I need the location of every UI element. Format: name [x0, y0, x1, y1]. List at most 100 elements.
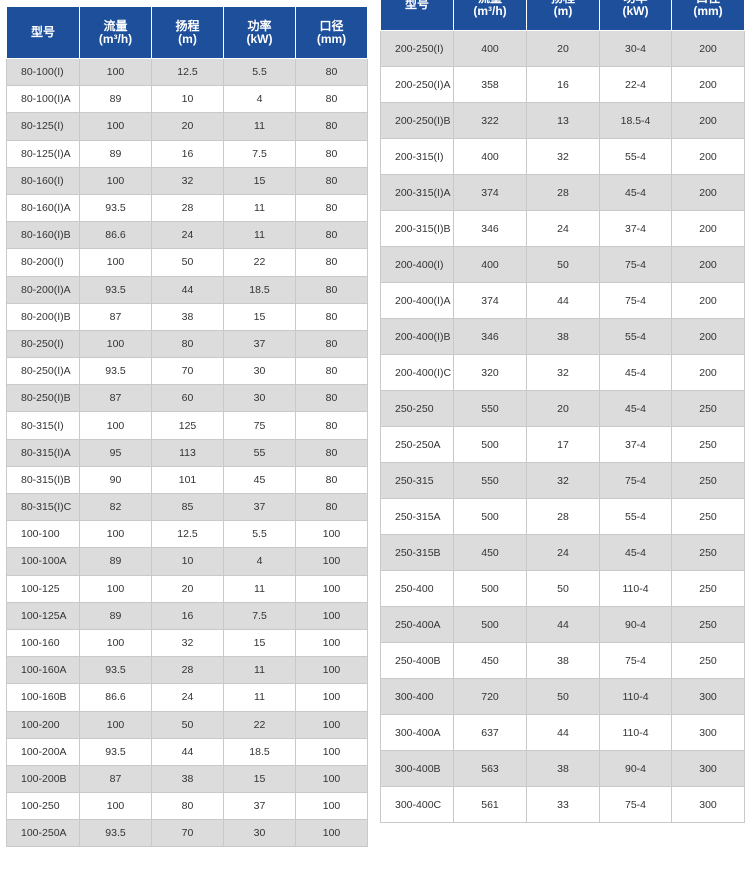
value-cell: 250 [671, 570, 745, 607]
value-cell: 100 [79, 248, 152, 277]
value-cell: 80 [295, 221, 368, 250]
table-row: 200-250(I) 400 20 30-4 200 [380, 30, 745, 67]
value-cell: 44 [526, 606, 600, 643]
value-cell: 500 [453, 570, 527, 607]
table-row: 200-400(I)A 374 44 75-4 200 [380, 282, 745, 319]
table-row: 80-200(I)B 87 38 15 80 [6, 302, 368, 331]
value-cell: 37 [223, 792, 296, 821]
value-cell: 100 [79, 411, 152, 440]
model-cell: 100-160A [6, 656, 80, 685]
column-header: 型号 [380, 0, 454, 31]
value-cell: 20 [526, 30, 600, 67]
value-cell: 16 [151, 601, 224, 630]
value-cell: 87 [79, 302, 152, 331]
value-cell: 55-4 [599, 498, 672, 535]
value-cell: 10 [151, 85, 224, 114]
table-row: 100-160A 93.5 28 11 100 [6, 656, 368, 685]
value-cell: 250 [671, 534, 745, 571]
value-cell: 100 [295, 601, 368, 630]
value-cell: 15 [223, 628, 296, 658]
value-cell: 100 [295, 520, 368, 549]
value-cell: 80 [151, 329, 224, 359]
column-header: 流量 (m³/h) [79, 6, 152, 59]
value-cell: 75 [223, 411, 296, 440]
value-cell: 89 [79, 601, 152, 630]
value-cell: 550 [453, 462, 527, 499]
value-cell: 37-4 [599, 426, 672, 463]
column-header: 扬程 (m) [151, 6, 224, 59]
model-cell: 80-160(I) [6, 166, 80, 195]
value-cell: 93.5 [79, 819, 152, 848]
value-cell: 90-4 [599, 750, 672, 787]
table-row: 80-315(I)C 82 85 37 80 [6, 492, 368, 522]
value-cell: 15 [223, 302, 296, 331]
value-cell: 400 [453, 246, 527, 283]
value-cell: 38 [526, 642, 600, 679]
model-cell: 200-250(I)A [380, 66, 454, 103]
column-header: 扬程 (m) [526, 0, 600, 31]
value-cell: 80 [151, 792, 224, 821]
value-cell: 44 [151, 737, 224, 766]
table-row: 80-125(I)A 89 16 7.5 80 [6, 139, 368, 168]
model-cell: 250-315B [380, 534, 454, 571]
value-cell: 55 [223, 438, 296, 467]
value-cell: 45 [223, 465, 296, 495]
value-cell: 90 [79, 465, 152, 495]
value-cell: 50 [526, 678, 600, 715]
model-cell: 300-400B [380, 750, 454, 787]
table-row: 80-160(I) 100 32 15 80 [6, 166, 368, 195]
table-row: 80-315(I)B 90 101 45 80 [6, 465, 368, 495]
table-header: 型号流量 (m³/h)扬程 (m)功率 (kW)口径 (mm) [6, 6, 368, 59]
value-cell: 75-4 [599, 462, 672, 499]
value-cell: 75-4 [599, 246, 672, 283]
value-cell: 7.5 [223, 139, 296, 168]
table-row: 250-315A 500 28 55-4 250 [380, 498, 745, 535]
value-cell: 50 [151, 248, 224, 277]
model-cell: 100-250 [6, 792, 80, 821]
value-cell: 100 [295, 819, 368, 848]
value-cell: 16 [526, 66, 600, 103]
model-cell: 300-400C [380, 786, 454, 823]
value-cell: 50 [151, 710, 224, 739]
value-cell: 24 [526, 534, 600, 571]
value-cell: 100 [79, 112, 152, 141]
value-cell: 100 [295, 628, 368, 658]
table-row: 100-200A 93.5 44 18.5 100 [6, 737, 368, 766]
value-cell: 24 [526, 210, 600, 247]
value-cell: 18.5 [223, 275, 296, 304]
table-row: 100-200 100 50 22 100 [6, 710, 368, 739]
table-row: 100-125 100 20 11 100 [6, 574, 368, 603]
table-row: 80-160(I)A 93.5 28 11 80 [6, 193, 368, 223]
pump-spec-table-left: 型号 流量 (m³/h) 扬程 (m) 功率 (kW) 口径 (mm) 80-100(I… [6, 6, 368, 848]
value-cell: 200 [671, 354, 745, 391]
model-cell: 80-200(I)B [6, 302, 80, 331]
model-cell: 200-250(I) [380, 30, 454, 67]
value-cell: 11 [223, 112, 296, 141]
value-cell: 20 [526, 390, 600, 427]
table-row: 250-250 550 20 45-4 250 [380, 390, 745, 427]
value-cell: 87 [79, 764, 152, 794]
value-cell: 22 [223, 248, 296, 277]
value-cell: 90-4 [599, 606, 672, 643]
value-cell: 17 [526, 426, 600, 463]
value-cell: 30-4 [599, 30, 672, 67]
value-cell: 86.6 [79, 221, 152, 250]
value-cell: 101 [151, 465, 224, 495]
value-cell: 30 [223, 819, 296, 848]
value-cell: 563 [453, 750, 527, 787]
model-cell: 200-400(I) [380, 246, 454, 283]
model-cell: 80-160(I)B [6, 221, 80, 250]
value-cell: 374 [453, 174, 527, 211]
value-cell: 50 [526, 246, 600, 283]
value-cell: 28 [151, 656, 224, 685]
table-row: 80-200(I) 100 50 22 80 [6, 248, 368, 277]
value-cell: 30 [223, 384, 296, 413]
value-cell: 200 [671, 210, 745, 247]
table-row: 250-315B 450 24 45-4 250 [380, 534, 745, 571]
value-cell: 85 [151, 492, 224, 522]
value-cell: 22 [223, 710, 296, 739]
model-cell: 100-250A [6, 819, 80, 848]
value-cell: 80 [295, 112, 368, 141]
value-cell: 300 [671, 786, 745, 823]
